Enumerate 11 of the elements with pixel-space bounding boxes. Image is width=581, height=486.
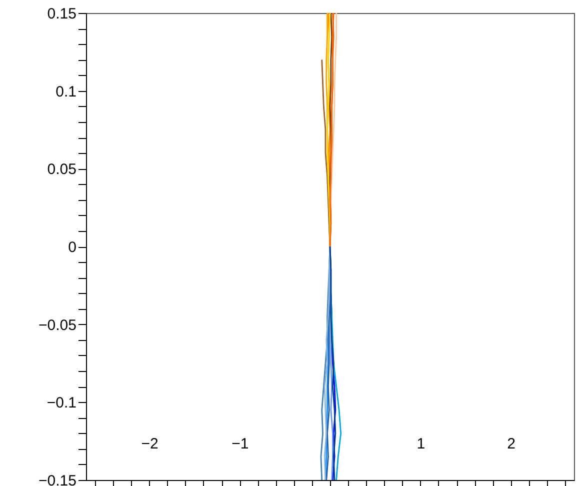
x-tick-label: 1 — [416, 436, 426, 452]
y-tick-label: 0.1 — [56, 83, 76, 100]
x-tick-label: −1 — [232, 436, 249, 452]
y-tick-label: 0 — [68, 239, 76, 256]
y-tick-label: 0.15 — [47, 6, 76, 22]
x-tick-label: 2 — [507, 436, 516, 452]
x-tick-label: −2 — [141, 436, 158, 452]
y-tick-label: −0.05 — [38, 316, 76, 334]
y-tick-label: 0.05 — [47, 161, 76, 178]
y-tick-label: −0.1 — [46, 394, 76, 412]
y-tick-label: −0.15 — [38, 472, 76, 486]
